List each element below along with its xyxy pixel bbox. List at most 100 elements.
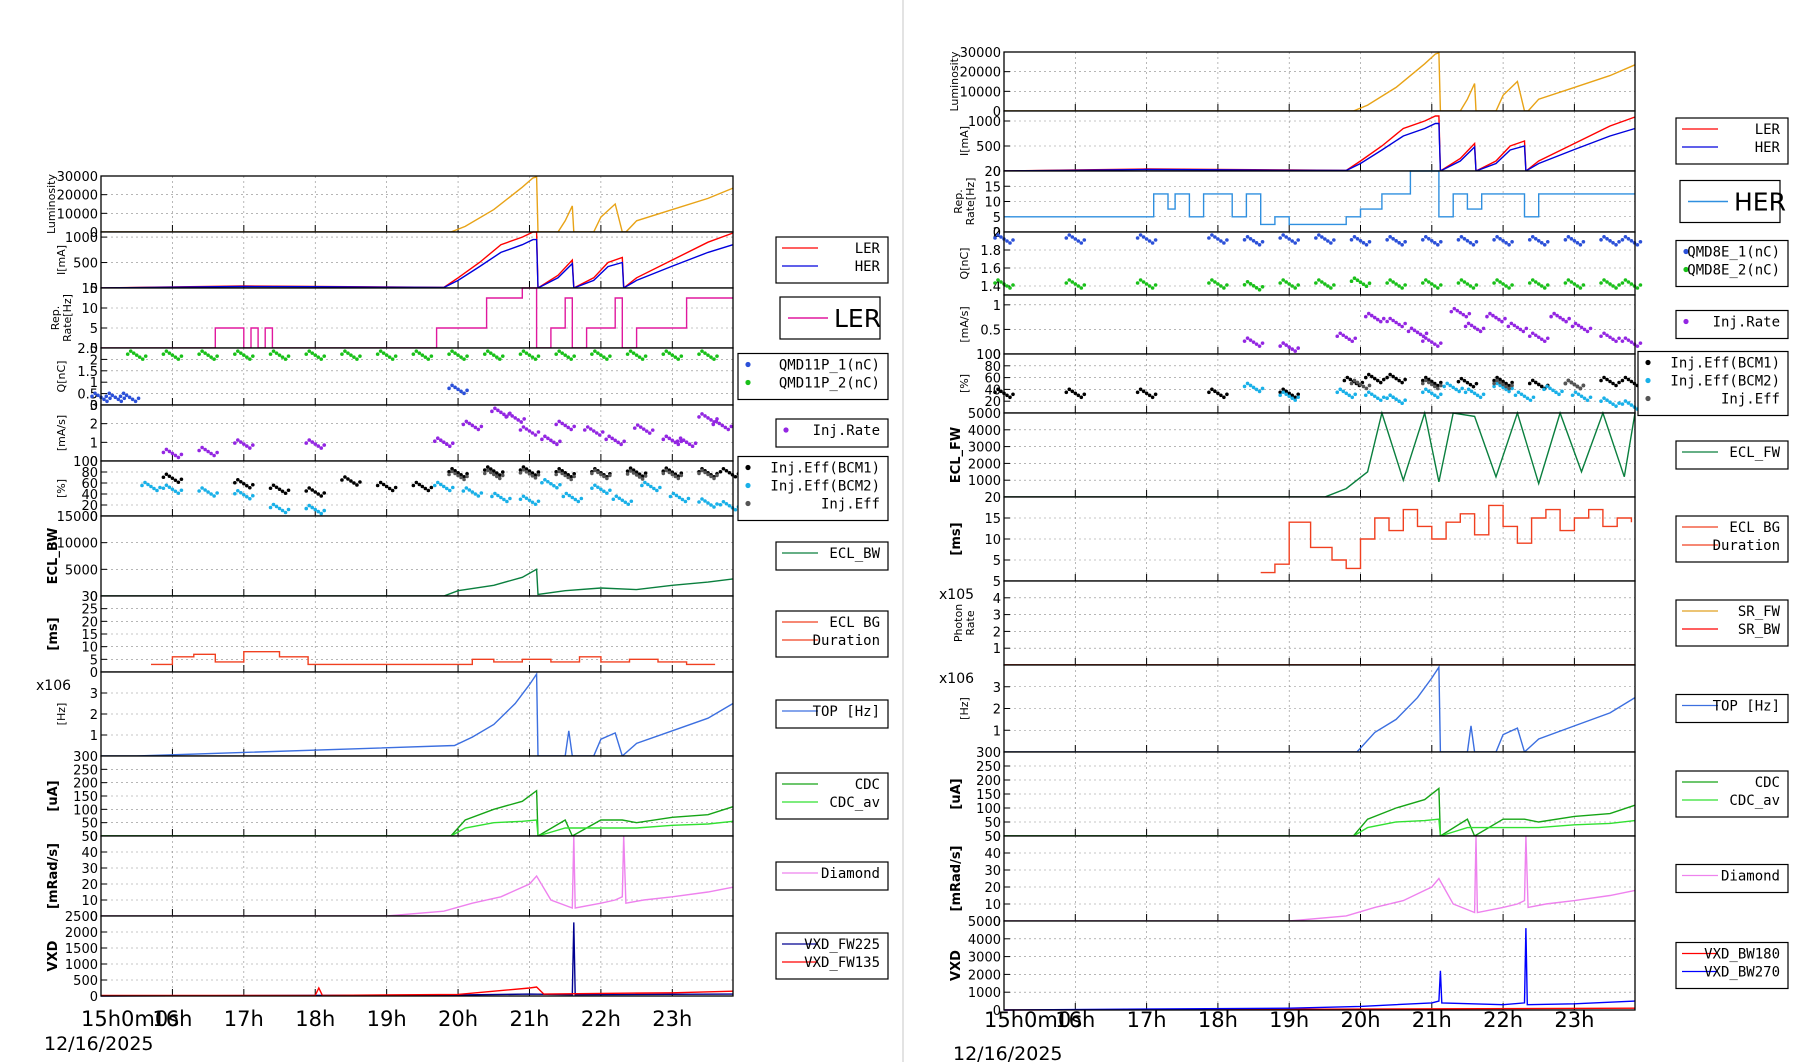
data-point: [375, 483, 380, 488]
data-point: [319, 446, 324, 450]
data-point: [1516, 390, 1521, 395]
data-point: [1469, 323, 1474, 328]
data-point: [1635, 344, 1640, 348]
series-injeff-dot-cluster: [482, 465, 505, 477]
series-eclbg-ecl-bg-duration: [1260, 504, 1633, 574]
data-point: [1468, 284, 1473, 288]
data-point: [251, 482, 255, 487]
data-point: [1385, 281, 1389, 285]
data-point: [164, 472, 169, 477]
eclbg-legend-box: [775, 610, 889, 658]
panel-q: 1.41.61.82Q[nC] QMD8E_1(nC)QMD8E_2(nC): [958, 226, 1789, 296]
series-q-dot-cluster: [447, 383, 469, 396]
series-lum-luminosity: [101, 175, 734, 233]
data-point: [242, 442, 246, 446]
data-point: [1366, 372, 1371, 377]
lum-ytick-label: 30000: [960, 46, 1001, 61]
data-point: [209, 492, 213, 496]
data-point: [1563, 238, 1568, 242]
data-point: [453, 385, 457, 390]
data-point: [684, 440, 689, 445]
data-point: [1378, 398, 1383, 403]
data-point: [1478, 329, 1483, 334]
eclbg-ylabel: [ms]: [46, 617, 61, 650]
data-point: [1539, 241, 1544, 245]
data-point: [1219, 284, 1223, 288]
series-injeff-dot-cluster: [590, 468, 612, 481]
data-point: [1533, 333, 1538, 338]
data-point: [1207, 390, 1211, 395]
data-point: [1522, 394, 1527, 399]
data-point: [1563, 281, 1568, 285]
data-point: [1530, 235, 1535, 239]
data-point: [712, 505, 716, 509]
data-point: [1461, 312, 1466, 317]
data-point: [533, 476, 538, 480]
data-point: [140, 483, 144, 488]
data-point: [709, 474, 713, 479]
series-injeff-dot-cluster: [161, 472, 184, 485]
series-diamond-diamond: [101, 835, 734, 917]
series-q-dot-cluster: [518, 349, 541, 361]
q-legend-marker: [1683, 248, 1689, 255]
data-point: [533, 473, 538, 477]
data-point: [1424, 331, 1429, 336]
data-point: [1567, 316, 1571, 321]
data-point: [558, 439, 562, 444]
data-point: [594, 431, 599, 435]
data-point: [1278, 344, 1282, 348]
data-point: [158, 485, 162, 490]
data-point: [613, 438, 617, 443]
data-point: [122, 396, 127, 401]
data-point: [1507, 386, 1511, 391]
data-point: [1423, 387, 1428, 392]
data-point: [1073, 391, 1078, 396]
data-point: [600, 430, 605, 434]
q-legend-box: [1675, 239, 1789, 288]
data-point: [1451, 385, 1455, 390]
rep-ytick-label: 20: [984, 165, 1001, 180]
series-injeff-dot-cluster: [304, 503, 327, 516]
series-q-dot-cluster: [1135, 233, 1158, 245]
cdc-ytick-label: 250: [976, 760, 1001, 775]
data-point: [560, 421, 564, 426]
injeff-legend-label: Inj.Eff: [1721, 392, 1780, 408]
injrate-ytick-label: 1: [90, 436, 98, 451]
ecl-ytick-label: 5000: [968, 407, 1001, 422]
data-point: [1599, 281, 1603, 285]
data-point: [1426, 377, 1431, 382]
data-point: [1492, 384, 1496, 389]
data-point: [1578, 243, 1583, 247]
x-axis-date: 12/16/2025: [44, 1033, 154, 1055]
data-point: [1623, 336, 1628, 340]
data-point: [1548, 386, 1552, 391]
data-point: [1566, 278, 1571, 282]
vxd-plot-area: [101, 916, 733, 996]
data-point: [673, 474, 678, 479]
data-point: [680, 497, 685, 502]
data-point: [1073, 237, 1078, 241]
cur-ylabel: I[mA]: [55, 245, 68, 275]
data-point: [582, 428, 587, 432]
data-point: [465, 354, 469, 358]
data-point: [1141, 280, 1146, 284]
panel-injeff: 020406080100[%]Inj.Eff(BCM1)Inj.Eff(BCM2…: [55, 455, 889, 525]
data-point: [161, 475, 166, 480]
data-point: [1435, 243, 1440, 247]
vxd-ytick-label: 2000: [65, 926, 98, 941]
data-point: [1629, 282, 1634, 286]
data-point: [678, 436, 683, 441]
rep-ytick-label: 5: [993, 211, 1001, 226]
data-point: [1355, 237, 1360, 241]
data-point: [1539, 384, 1544, 389]
vxd-plot-area: [1004, 921, 1635, 1010]
data-point: [488, 470, 493, 475]
data-point: [655, 488, 659, 493]
data-point: [155, 488, 159, 493]
data-point: [1219, 393, 1223, 398]
data-point: [239, 490, 243, 495]
data-point: [1242, 238, 1247, 242]
data-point: [1492, 381, 1496, 386]
data-point: [676, 442, 681, 447]
data-point: [462, 474, 466, 479]
